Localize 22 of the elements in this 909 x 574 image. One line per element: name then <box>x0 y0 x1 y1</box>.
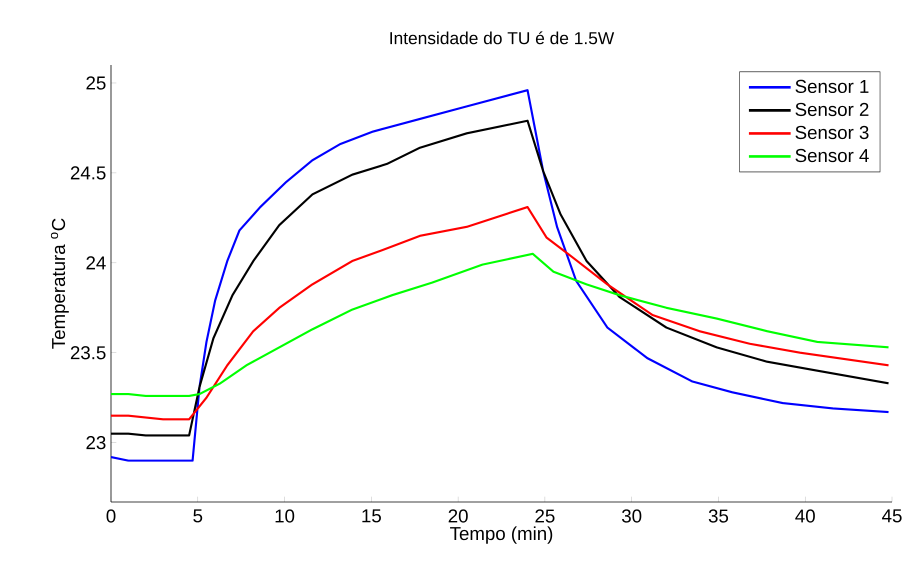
y-tick-label: 23 <box>86 436 106 450</box>
x-tick-label: 10 <box>276 509 294 523</box>
x-tick-label: 0 <box>106 509 116 523</box>
x-tick-label: 25 <box>535 509 554 523</box>
x-axis-title: Tempo (min) <box>450 526 552 544</box>
y-tick-label: 23.5 <box>70 346 106 360</box>
y-tick-label: 25 <box>86 76 106 90</box>
y-tick-label: 24 <box>86 256 106 270</box>
legend-label: Sensor 4 <box>796 148 869 162</box>
legend-label: Sensor 3 <box>796 126 869 140</box>
x-tick-label: 5 <box>193 509 202 522</box>
x-tick-label: 15 <box>362 509 381 522</box>
x-tick-label: 40 <box>795 509 815 523</box>
x-tick-label: 20 <box>448 509 468 523</box>
legend-label: Sensor 2 <box>796 102 868 116</box>
chart-title: Intensidade do TU é de 1.5W <box>390 31 614 44</box>
y-axis-title: Temperatura $^{o}$C <box>50 218 69 349</box>
y-tick-label: 24.5 <box>70 166 106 180</box>
x-tick-label: 35 <box>708 509 728 523</box>
x-tick-label: 30 <box>622 509 642 523</box>
x-tick-label: 45 <box>882 509 902 522</box>
legend-label: Sensor 1 <box>796 80 868 94</box>
